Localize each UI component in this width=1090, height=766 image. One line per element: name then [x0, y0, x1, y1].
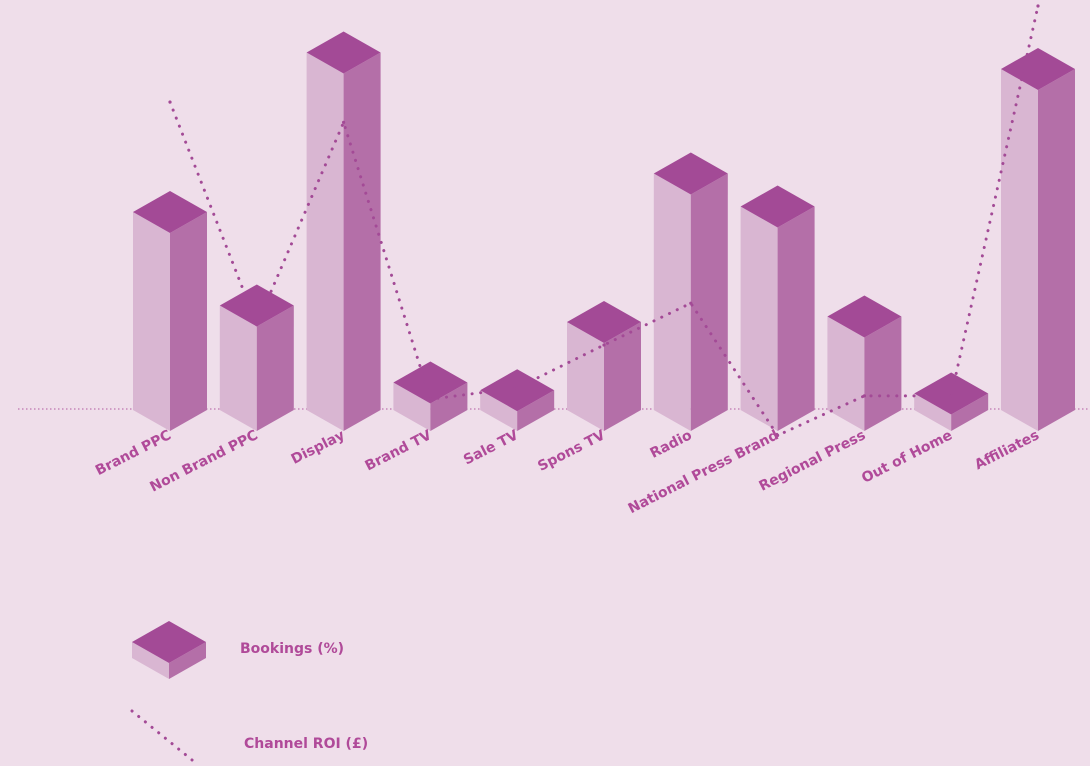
- bar-brand-tv: [393, 361, 468, 431]
- roi-point: [255, 323, 259, 327]
- bar-regional-press: [827, 295, 902, 431]
- roi-point: [689, 301, 693, 305]
- legend-bookings-swatch: [132, 621, 206, 679]
- category-label: Brand PPC: [93, 427, 174, 479]
- bar-affiliates: [1001, 48, 1075, 431]
- bar-out-of-home: [914, 372, 989, 431]
- category-label: National Press Brand: [626, 427, 782, 517]
- roi-point: [168, 100, 172, 104]
- roi-point: [428, 397, 432, 401]
- roi-point: [949, 394, 953, 398]
- bar-sale-tv: [480, 369, 555, 431]
- bar-non-brand-ppc: [219, 284, 294, 431]
- roi-point: [862, 394, 867, 398]
- legend-bookings-label: Bookings (%): [240, 641, 344, 657]
- category-label: Brand TV: [363, 427, 435, 474]
- category-label: Spons TV: [535, 427, 608, 475]
- bar-spons-tv: [567, 301, 641, 431]
- category-label: Sale TV: [461, 427, 521, 468]
- bar-national-press-brand: [740, 185, 815, 431]
- legend-roi-swatch: [130, 709, 199, 766]
- bar-series: [133, 31, 1075, 431]
- roi-point: [776, 433, 780, 437]
- legend: Bookings (%) Channel ROI (£): [130, 621, 368, 766]
- roi-point: [342, 120, 346, 124]
- legend-bar-prism: [132, 621, 206, 679]
- bar-display: [306, 31, 381, 431]
- bar-brand-ppc: [133, 191, 207, 431]
- roi-line: [168, 4, 1040, 438]
- category-label: Display: [289, 427, 348, 467]
- category-label: Affiliates: [972, 427, 1042, 473]
- roi-point: [515, 386, 519, 390]
- legend-roi-label: Channel ROI (£): [244, 736, 368, 752]
- roi-point: [1036, 4, 1040, 8]
- roi-line-series: [168, 4, 1040, 438]
- roi-point: [602, 343, 606, 347]
- bar-radio: [653, 152, 728, 431]
- category-label: Out of Home: [859, 427, 955, 486]
- category-label: Radio: [648, 427, 695, 462]
